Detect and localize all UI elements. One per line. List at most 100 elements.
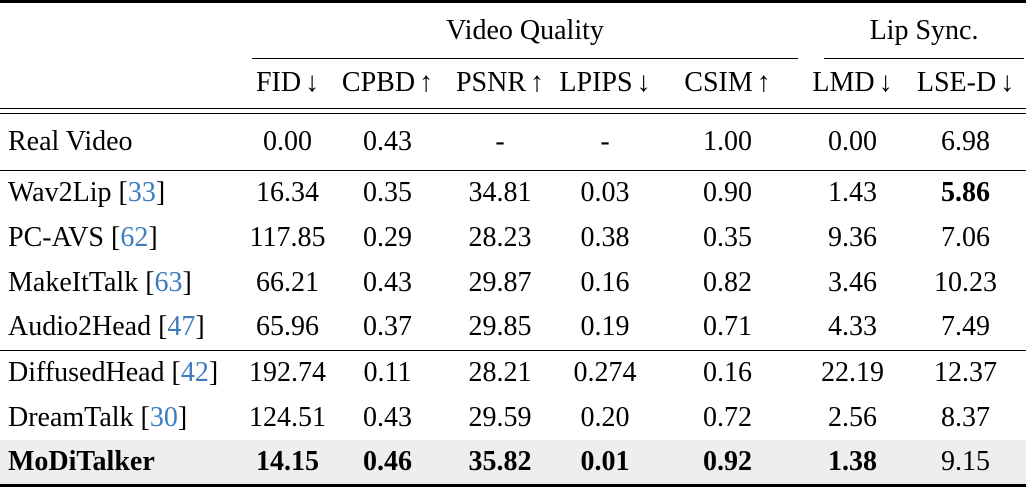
- metric-value-csim: 1.00: [703, 125, 752, 157]
- citation-link[interactable]: 62: [120, 221, 149, 253]
- metric-value-cpbd: 0.43: [363, 125, 412, 157]
- group-header-video-quality: Video Quality: [245, 2, 800, 59]
- table-section: Wav2Lip [33] 16.34 0.35 34.81 0.03 0.90 1.43 5.…: [0, 170, 1026, 350]
- group-label-lip-sync: Lip Sync.: [869, 14, 979, 46]
- metric-value-fid: 0.00: [263, 125, 312, 157]
- arrow-up-icon: ↑: [530, 67, 545, 99]
- method-cell: DiffusedHead [42]: [0, 350, 245, 395]
- metric-value-psnr: 29.59: [468, 401, 532, 433]
- table-row: Real Video 0.00 0.43 - - 1.00 0.00 6.98: [0, 113, 1026, 170]
- table-header: Video Quality Lip Sync. FID ↓ CPBD ↑ PSNR ↑…: [0, 2, 1026, 114]
- col-header-csim: CSIM ↑: [655, 59, 801, 109]
- metric-value-cpbd: 0.29: [363, 221, 412, 253]
- metric-value-lpips: 0.19: [580, 311, 630, 343]
- column-header-row: FID ↓ CPBD ↑ PSNR ↑ LPIPS ↓ CSIM ↑ LMD ↓ LSE-D…: [0, 59, 1026, 109]
- method-cell: MakeItTalk [63]: [0, 260, 245, 305]
- method-cell: PC-AVS [62]: [0, 215, 245, 260]
- metric-value-lse-d: 10.23: [934, 266, 998, 298]
- metric-value-lmd: 2.56: [828, 401, 878, 433]
- metric-value-psnr: 28.21: [468, 356, 532, 388]
- metric-value-psnr: -: [495, 125, 505, 157]
- metric-value-csim: 0.16: [703, 356, 752, 388]
- table-row: DiffusedHead [42] 192.74 0.11 28.21 0.274 0.1…: [0, 350, 1026, 395]
- metric-value-lpips: 0.20: [580, 401, 630, 433]
- arrow-down-icon: ↓: [636, 67, 651, 99]
- citation-link[interactable]: 63: [154, 266, 183, 298]
- metric-value-cpbd: 0.43: [363, 401, 412, 433]
- method-cell: Real Video: [0, 113, 245, 170]
- metric-value-fid: 192.74: [249, 356, 326, 388]
- citation-bracket: [33]: [111, 176, 166, 208]
- table-row: DreamTalk [30] 124.51 0.43 29.59 0.20 0.72 2.5…: [0, 395, 1026, 440]
- citation-link[interactable]: 42: [180, 356, 209, 388]
- col-header-lpips: LPIPS ↓: [555, 59, 655, 109]
- metric-value-fid: 65.96: [256, 311, 319, 343]
- metric-value-lmd: 1.38: [828, 445, 878, 477]
- col-header-cpbd: CPBD ↑: [330, 59, 445, 109]
- metric-value-lmd: 9.36: [828, 221, 878, 253]
- metric-value-lse-d: 9.15: [941, 445, 991, 477]
- metric-value-csim: 0.71: [703, 311, 752, 343]
- metric-value-csim: 0.90: [703, 176, 752, 208]
- col-header-psnr: PSNR ↑: [445, 59, 555, 109]
- group-label-video-quality: Video Quality: [446, 14, 604, 46]
- arrow-up-icon: ↑: [756, 67, 771, 99]
- table-row: MakeItTalk [63] 66.21 0.43 29.87 0.16 0.82 3.4…: [0, 260, 1026, 305]
- metric-value-psnr: 34.81: [468, 176, 532, 208]
- table-section: DiffusedHead [42] 192.74 0.11 28.21 0.274 0.1…: [0, 350, 1026, 485]
- metric-value-lmd: 22.19: [821, 356, 885, 388]
- metric-value-lpips: 0.01: [580, 445, 630, 477]
- group-header-lip-sync: Lip Sync.: [800, 2, 1026, 59]
- metric-value-psnr: 28.23: [468, 221, 532, 253]
- table-section: Real Video 0.00 0.43 - - 1.00 0.00 6.98: [0, 113, 1026, 170]
- group-header-row: Video Quality Lip Sync.: [0, 2, 1026, 60]
- metric-value-lse-d: 6.98: [941, 125, 991, 157]
- metric-value-fid: 16.34: [256, 176, 319, 208]
- method-name: Real Video: [8, 125, 133, 157]
- metric-value-lmd: 1.43: [828, 176, 878, 208]
- metric-value-cpbd: 0.37: [363, 311, 412, 343]
- metric-value-lse-d: 7.06: [941, 221, 991, 253]
- arrow-down-icon: ↓: [1000, 67, 1015, 99]
- double-rule-spacer: [0, 108, 1026, 114]
- arrow-up-icon: ↑: [419, 67, 434, 99]
- citation-bracket: [30]: [133, 401, 188, 433]
- table-row: Wav2Lip [33] 16.34 0.35 34.81 0.03 0.90 1.43 5.…: [0, 170, 1026, 215]
- citation-link[interactable]: 47: [167, 311, 196, 343]
- metric-value-fid: 124.51: [249, 401, 326, 433]
- metric-value-psnr: 35.82: [468, 445, 532, 477]
- method-name: DiffusedHead: [8, 356, 165, 388]
- metric-value-lpips: 0.38: [580, 221, 630, 253]
- citation-link[interactable]: 33: [127, 176, 156, 208]
- metric-value-lmd: 4.33: [828, 311, 878, 343]
- citation-bracket: [62]: [103, 221, 158, 253]
- method-column-header: [0, 59, 245, 109]
- method-name: Audio2Head: [8, 311, 152, 343]
- metric-value-fid: 14.15: [256, 445, 319, 477]
- results-table: Video Quality Lip Sync. FID ↓ CPBD ↑ PSNR ↑…: [0, 0, 1026, 487]
- metric-value-cpbd: 0.46: [363, 445, 412, 477]
- metric-value-csim: 0.72: [703, 401, 752, 433]
- table-row-highlighted: MoDiTalker 14.15 0.46 35.82 0.01 0.92 1.38 9.15: [0, 440, 1026, 485]
- metric-value-cpbd: 0.11: [363, 356, 412, 388]
- metric-value-cpbd: 0.35: [363, 176, 412, 208]
- citation-bracket: [63]: [138, 266, 192, 298]
- metric-value-lpips: 0.274: [573, 356, 637, 388]
- method-cell: MoDiTalker: [0, 440, 245, 485]
- arrow-down-icon: ↓: [878, 67, 893, 99]
- corner-cell: [0, 2, 245, 60]
- method-name: Wav2Lip: [8, 176, 112, 208]
- col-header-fid: FID ↓: [245, 59, 330, 109]
- metric-value-lpips: 0.03: [580, 176, 630, 208]
- table-row: Audio2Head [47] 65.96 0.37 29.85 0.19 0.71 4.3…: [0, 305, 1026, 350]
- method-name: DreamTalk: [8, 401, 134, 433]
- method-cell: Audio2Head [47]: [0, 305, 245, 350]
- method-name: MoDiTalker: [8, 445, 155, 477]
- metric-value-lse-d: 12.37: [934, 356, 998, 388]
- metric-value-lse-d: 5.86: [941, 176, 991, 208]
- arrow-down-icon: ↓: [305, 67, 320, 99]
- method-name: PC-AVS: [8, 221, 104, 253]
- metric-value-lpips: 0.16: [580, 266, 630, 298]
- citation-link[interactable]: 30: [149, 401, 178, 433]
- method-cell: Wav2Lip [33]: [0, 170, 245, 215]
